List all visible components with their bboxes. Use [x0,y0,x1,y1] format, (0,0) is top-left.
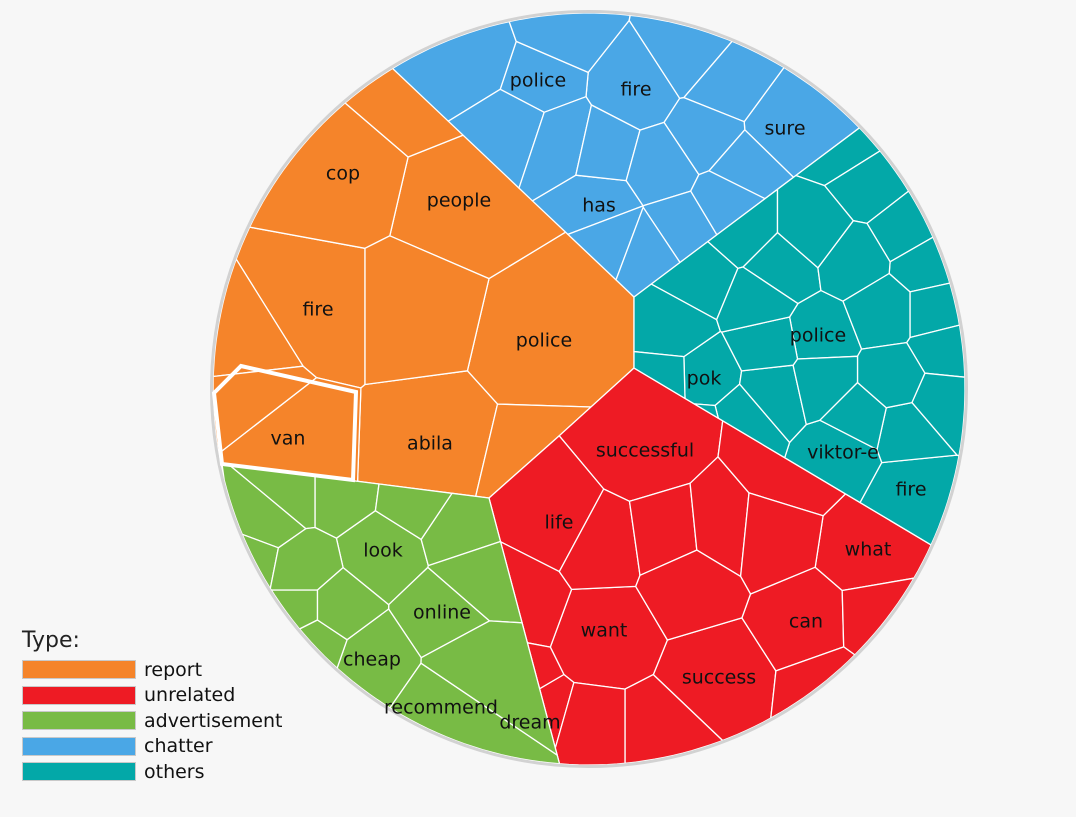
legend-label-report: report [144,658,203,681]
others-cell-cell-17[interactable] [633,350,686,400]
advertisement-cell-cell-12[interactable] [241,533,280,590]
others-cell-cell-27[interactable] [693,403,719,419]
advertisement-cell-cell-11[interactable] [420,620,558,756]
others-cell-label-viktor-e: viktor-e [807,442,879,464]
others-cell-fire[interactable] [859,454,960,546]
chatter-cell-label-sure: sure [764,118,805,140]
report-cell-label-cop: cop [326,163,360,185]
legend-item-report[interactable]: report [22,657,282,683]
advertisement-cell-label-online: online [413,602,471,624]
legend-label-chatter: chatter [144,735,213,758]
unrelated-cell-label-can: can [789,611,823,633]
legend-item-advertisement[interactable]: advertisement [22,708,282,734]
unrelated-cell-label-success: success [682,667,756,689]
others-cell-label-fire: fire [895,479,926,501]
chatter-cell-cell-5[interactable] [508,12,631,74]
chart-outline [210,10,968,768]
legend-swatch-others [22,762,136,782]
advertisement-cell-label-recommend: recommend [384,697,498,719]
report-cell-label-abila: abila [407,433,453,455]
legend-label-unrelated: unrelated [144,684,236,707]
legend-item-others[interactable]: others [22,759,282,785]
others-cell-label-police: police [790,325,846,347]
others-cell-cell-25[interactable] [715,266,799,333]
advertisement-cell-cell-14[interactable] [374,483,453,541]
unrelated-cell-label-successful: successful [596,440,694,462]
chatter-cell-label-has: has [582,195,616,217]
unrelated-cell-label-dream: dream [499,712,560,734]
advertisement-cell-label-cheap: cheap [343,649,401,671]
legend-swatch-unrelated [22,685,136,705]
report-cell-label-fire: fire [302,299,333,321]
advertisement-cell-cell-9[interactable] [427,540,523,624]
others-cell-cell-26[interactable] [776,174,854,269]
report-cell-cell-6[interactable] [364,235,490,386]
report-cell-cell-10[interactable] [344,55,472,158]
legend-label-others: others [144,760,205,783]
others-cell-cell-22[interactable] [856,341,926,409]
advertisement-cell-cell-15[interactable] [316,566,390,641]
legend-swatch-report [22,660,136,680]
advertisement-cell-cheap[interactable] [336,608,422,709]
unrelated-cell-label-life: life [545,512,574,534]
legend-item-unrelated[interactable]: unrelated [22,683,282,709]
legend: Type: report unrelated advertisement chatte… [22,628,282,785]
legend-swatch-chatter [22,736,136,756]
unrelated-cell-cell-13[interactable] [635,549,752,641]
chatter-cell-label-police: police [510,70,566,92]
report-cell-cell-7[interactable] [212,258,304,378]
report-cell-label-van: van [271,428,306,450]
legend-item-chatter[interactable]: chatter [22,734,282,760]
unrelated-cell-cell-18[interactable] [770,646,856,719]
unrelated-cell-label-what: what [845,539,892,561]
others-cell-label-pok: pok [687,368,722,390]
advertisement-cell-label-look: look [363,540,403,562]
report-cell-label-police: police [516,330,572,352]
report-cell-label-people: people [427,190,491,212]
unrelated-cell-label-want: want [581,620,628,642]
chatter-cell-label-fire: fire [620,79,651,101]
legend-title: Type: [22,628,80,653]
legend-label-advertisement: advertisement [144,709,283,732]
legend-swatch-advertisement [22,711,136,731]
selected-cell-outline [211,363,359,483]
unrelated-cell-cell-17[interactable] [841,577,915,656]
